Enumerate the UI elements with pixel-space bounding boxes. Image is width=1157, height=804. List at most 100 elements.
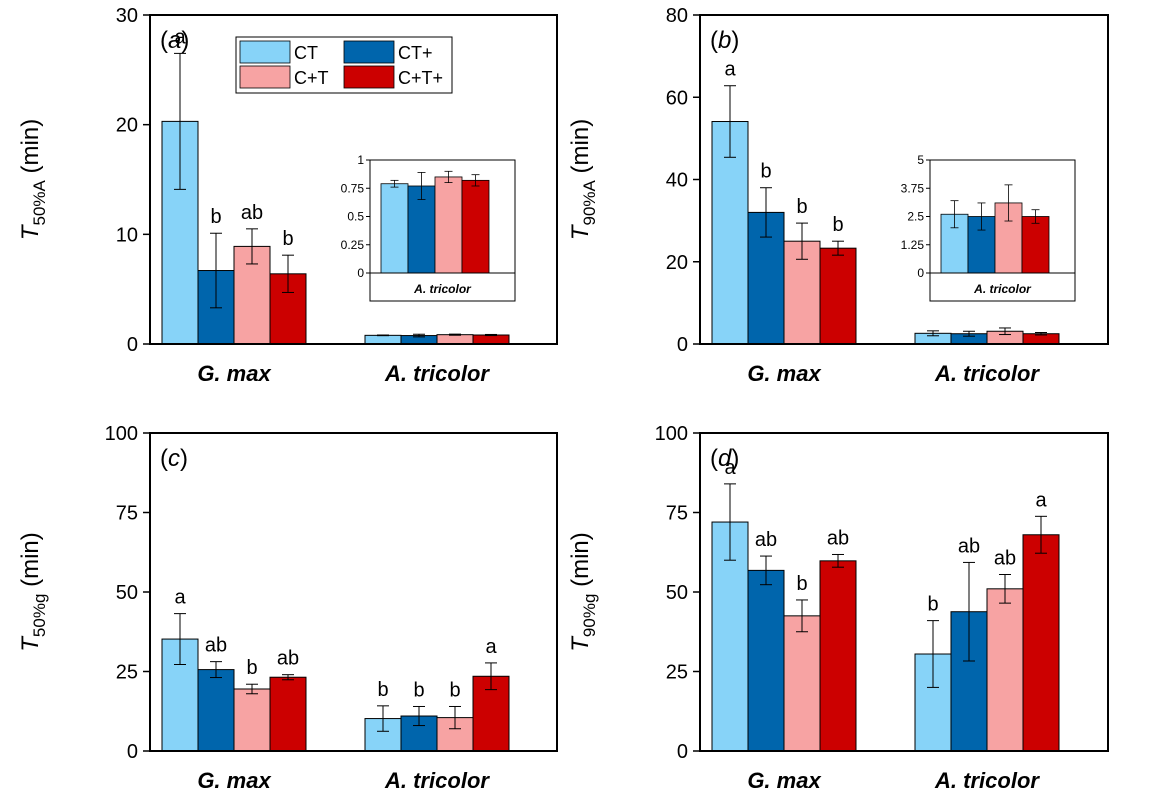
- panel-label-open: (: [160, 445, 168, 472]
- inset-y-tick-label: 0: [357, 266, 364, 280]
- x-category-label: A. tricolor: [934, 768, 1040, 793]
- significance-letter: ab: [958, 535, 980, 557]
- y-tick-label: 0: [677, 334, 688, 356]
- panel-label-letter: d: [718, 445, 732, 472]
- inset-y-tick-label: 0.75: [341, 181, 365, 195]
- x-category-label: G. max: [747, 361, 821, 386]
- panel-label-letter: c: [168, 445, 180, 472]
- y-tick-label: 40: [666, 170, 688, 192]
- x-category-label: G. max: [747, 768, 821, 793]
- y-tick-label: 0: [127, 741, 138, 763]
- inset-y-tick-label: 0: [917, 266, 924, 280]
- significance-letter: b: [282, 228, 293, 250]
- y-axis-label: T90%g (min): [567, 532, 599, 651]
- significance-letter: b: [449, 679, 460, 701]
- y-tick-label: 25: [116, 662, 138, 684]
- significance-letter: ab: [277, 648, 299, 670]
- panel-label-close: ): [181, 27, 189, 54]
- y-tick-label: 20: [666, 252, 688, 274]
- legend-label: CT: [294, 43, 318, 63]
- x-category-label: A. tricolor: [384, 768, 490, 793]
- significance-letter: a: [724, 457, 736, 479]
- y-axis-label-unit: (min): [567, 119, 594, 180]
- plot-frame: [149, 14, 558, 345]
- bar-C+T+-1: [472, 334, 510, 345]
- inset-y-tick-label: 2.5: [907, 210, 924, 224]
- y-tick-label: 80: [666, 5, 688, 27]
- panel-label: (b): [710, 27, 739, 54]
- inset-y-tick-label: 3.75: [901, 181, 925, 195]
- y-tick-label: 30: [116, 5, 138, 27]
- y-tick-label: 50: [116, 582, 138, 604]
- y-tick-label: 100: [655, 423, 688, 445]
- bar-C+T+-0: [819, 247, 857, 345]
- y-tick-label: 75: [116, 503, 138, 525]
- y-axis-label-subscript: 50%A: [30, 179, 49, 225]
- bar-C+T-1: [986, 588, 1024, 752]
- significance-letter: b: [796, 196, 807, 218]
- significance-letter: ab: [827, 527, 849, 549]
- panel-label-letter: b: [718, 27, 731, 54]
- panel-label: (a): [160, 27, 189, 54]
- bar-C+T+-0: [269, 676, 307, 752]
- panel-label-open: (: [710, 445, 718, 472]
- significance-letter: b: [377, 679, 388, 701]
- legend-label: C+T+: [398, 68, 443, 88]
- significance-letter: a: [1035, 489, 1047, 511]
- y-axis-label-subscript: 90%g: [580, 594, 599, 637]
- y-tick-label: 50: [666, 582, 688, 604]
- inset-bar-CT+: [407, 185, 436, 274]
- inset-y-tick-label: 1: [357, 153, 364, 167]
- y-axis-label-symbol: T: [567, 635, 594, 652]
- y-axis-label-unit: (min): [17, 532, 44, 593]
- x-category-label: A. tricolor: [934, 361, 1040, 386]
- panel-label-letter: a: [168, 27, 181, 54]
- panel-label-open: (: [160, 27, 168, 54]
- significance-letter: b: [210, 206, 221, 228]
- bar-CT+-0: [747, 569, 785, 752]
- inset-frame: [369, 159, 516, 302]
- significance-letter: ab: [205, 635, 227, 657]
- y-axis-label: T50%g (min): [17, 532, 49, 651]
- significance-letter: b: [927, 594, 938, 616]
- significance-letter: b: [832, 214, 843, 236]
- y-tick-label: 0: [127, 334, 138, 356]
- bar-C+T-0: [783, 615, 821, 752]
- x-category-label: G. max: [197, 768, 271, 793]
- y-axis-label: T50%A (min): [17, 119, 49, 240]
- inset-chart: 0 1.25 2.5 3.75 5 A. tricolor: [901, 153, 1076, 302]
- significance-letter: a: [485, 636, 497, 658]
- panel-label-close: ): [731, 445, 739, 472]
- legend-swatch-CT: [239, 40, 291, 64]
- y-axis-label-unit: (min): [17, 119, 44, 180]
- significance-letter: ab: [755, 529, 777, 551]
- legend-label: CT+: [398, 43, 433, 63]
- y-tick-label: 25: [666, 662, 688, 684]
- legend-label: C+T: [294, 68, 329, 88]
- panel-label-close: ): [180, 445, 188, 472]
- panel-label: (d): [710, 445, 739, 472]
- inset-y-tick-label: 0.5: [347, 210, 364, 224]
- inset-frame: [929, 159, 1076, 302]
- bar-C+T+-1: [1022, 534, 1060, 752]
- y-axis-label-symbol: T: [17, 635, 44, 652]
- panel-label-close: ): [731, 27, 739, 54]
- significance-letter: a: [174, 26, 186, 48]
- y-tick-label: 20: [116, 115, 138, 137]
- significance-letter: b: [246, 657, 257, 679]
- bar-C+T-1: [436, 334, 474, 345]
- y-axis-label-unit: (min): [567, 532, 594, 593]
- y-tick-label: 60: [666, 87, 688, 109]
- y-tick-label: 75: [666, 503, 688, 525]
- y-tick-label: 100: [105, 423, 138, 445]
- bar-CT+-0: [197, 669, 235, 752]
- legend-swatch-CT+: [343, 40, 395, 64]
- inset-bar-C+T: [434, 176, 463, 274]
- inset-category-label: A. tricolor: [413, 282, 472, 296]
- panel-label: (c): [160, 445, 188, 472]
- y-tick-label: 10: [116, 224, 138, 246]
